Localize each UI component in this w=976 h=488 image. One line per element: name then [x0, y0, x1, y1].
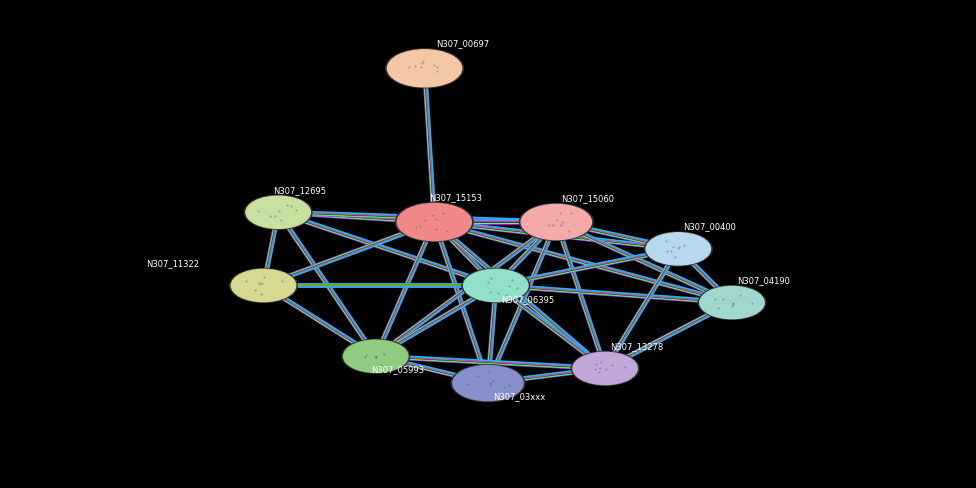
Circle shape — [386, 49, 464, 88]
Text: N307_15060: N307_15060 — [561, 195, 614, 203]
Circle shape — [229, 268, 298, 303]
Text: N307_06395: N307_06395 — [501, 295, 553, 304]
Circle shape — [231, 269, 296, 302]
Circle shape — [573, 352, 637, 385]
Text: N307_12695: N307_12695 — [273, 186, 326, 195]
Circle shape — [387, 50, 462, 87]
Circle shape — [395, 203, 473, 242]
Circle shape — [644, 232, 712, 266]
Circle shape — [453, 366, 523, 401]
Circle shape — [246, 196, 310, 228]
Text: N307_00400: N307_00400 — [683, 223, 736, 231]
Text: N307_11322: N307_11322 — [146, 259, 199, 268]
Circle shape — [451, 365, 525, 402]
Circle shape — [464, 269, 528, 302]
Circle shape — [698, 285, 766, 320]
Circle shape — [521, 204, 591, 240]
Text: N307_15153: N307_15153 — [429, 194, 482, 203]
Text: N307_04190: N307_04190 — [737, 276, 790, 285]
Text: N307_05993: N307_05993 — [371, 365, 424, 374]
Circle shape — [342, 339, 410, 373]
Circle shape — [462, 268, 530, 303]
Text: N307_00697: N307_00697 — [436, 39, 489, 48]
Circle shape — [397, 203, 471, 241]
Circle shape — [344, 340, 408, 372]
Text: N307_13278: N307_13278 — [610, 342, 664, 351]
Circle shape — [700, 286, 764, 319]
Circle shape — [571, 351, 639, 386]
Text: N307_03xxx: N307_03xxx — [493, 393, 546, 402]
Circle shape — [646, 233, 711, 265]
Circle shape — [519, 203, 593, 241]
Circle shape — [244, 195, 312, 229]
